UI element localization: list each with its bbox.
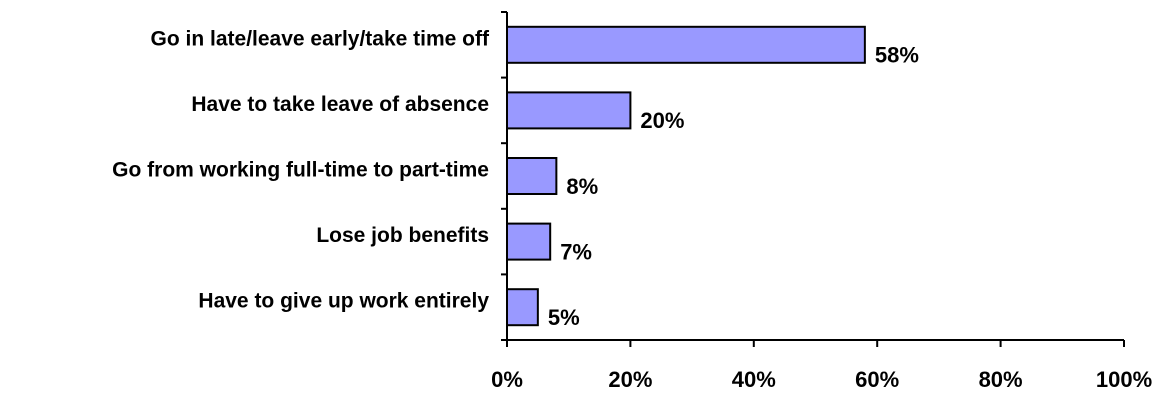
value-label: 58% — [875, 43, 919, 68]
axes-group — [501, 11, 1125, 347]
value-label: 5% — [548, 305, 580, 330]
value-label: 7% — [560, 239, 592, 264]
labels-group: Go in late/leave early/take time off 58% H… — [112, 27, 1152, 392]
bar — [506, 222, 552, 261]
x-tick-label: 100% — [1096, 367, 1152, 392]
category-label: Lose job benefits — [316, 224, 489, 247]
category-label: Have to give up work entirely — [198, 290, 489, 313]
category-label: Go from working full-time to part-time — [112, 159, 489, 182]
x-tick-label: 80% — [979, 367, 1023, 392]
category-label: Have to take leave of absence — [191, 93, 489, 116]
bar — [506, 25, 866, 64]
bar — [506, 288, 539, 327]
category-label: Go in late/leave early/take time off — [151, 27, 490, 50]
x-tick-label: 20% — [608, 367, 652, 392]
x-tick-label: 0% — [491, 367, 523, 392]
x-tick-label: 40% — [732, 367, 776, 392]
bars-group — [506, 25, 866, 327]
value-label: 20% — [640, 108, 684, 133]
x-tick-label: 60% — [855, 367, 899, 392]
bar — [506, 91, 632, 130]
bar — [506, 157, 558, 195]
value-label: 8% — [566, 174, 598, 199]
